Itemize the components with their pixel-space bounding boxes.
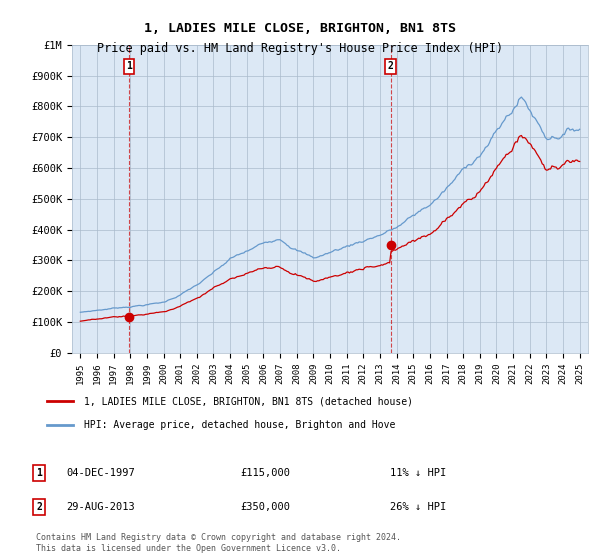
Text: £115,000: £115,000: [240, 468, 290, 478]
Text: 2: 2: [36, 502, 42, 512]
Text: 2: 2: [388, 62, 394, 71]
Text: 04-DEC-1997: 04-DEC-1997: [66, 468, 135, 478]
Text: £350,000: £350,000: [240, 502, 290, 512]
Text: 29-AUG-2013: 29-AUG-2013: [66, 502, 135, 512]
Text: 26% ↓ HPI: 26% ↓ HPI: [390, 502, 446, 512]
Text: Contains HM Land Registry data © Crown copyright and database right 2024.
This d: Contains HM Land Registry data © Crown c…: [36, 533, 401, 553]
Text: 1: 1: [36, 468, 42, 478]
Text: 1: 1: [126, 62, 132, 71]
Text: 1, LADIES MILE CLOSE, BRIGHTON, BN1 8TS (detached house): 1, LADIES MILE CLOSE, BRIGHTON, BN1 8TS …: [83, 396, 413, 407]
Text: Price paid vs. HM Land Registry's House Price Index (HPI): Price paid vs. HM Land Registry's House …: [97, 42, 503, 55]
Text: HPI: Average price, detached house, Brighton and Hove: HPI: Average price, detached house, Brig…: [83, 419, 395, 430]
Text: 1, LADIES MILE CLOSE, BRIGHTON, BN1 8TS: 1, LADIES MILE CLOSE, BRIGHTON, BN1 8TS: [144, 22, 456, 35]
Text: 11% ↓ HPI: 11% ↓ HPI: [390, 468, 446, 478]
